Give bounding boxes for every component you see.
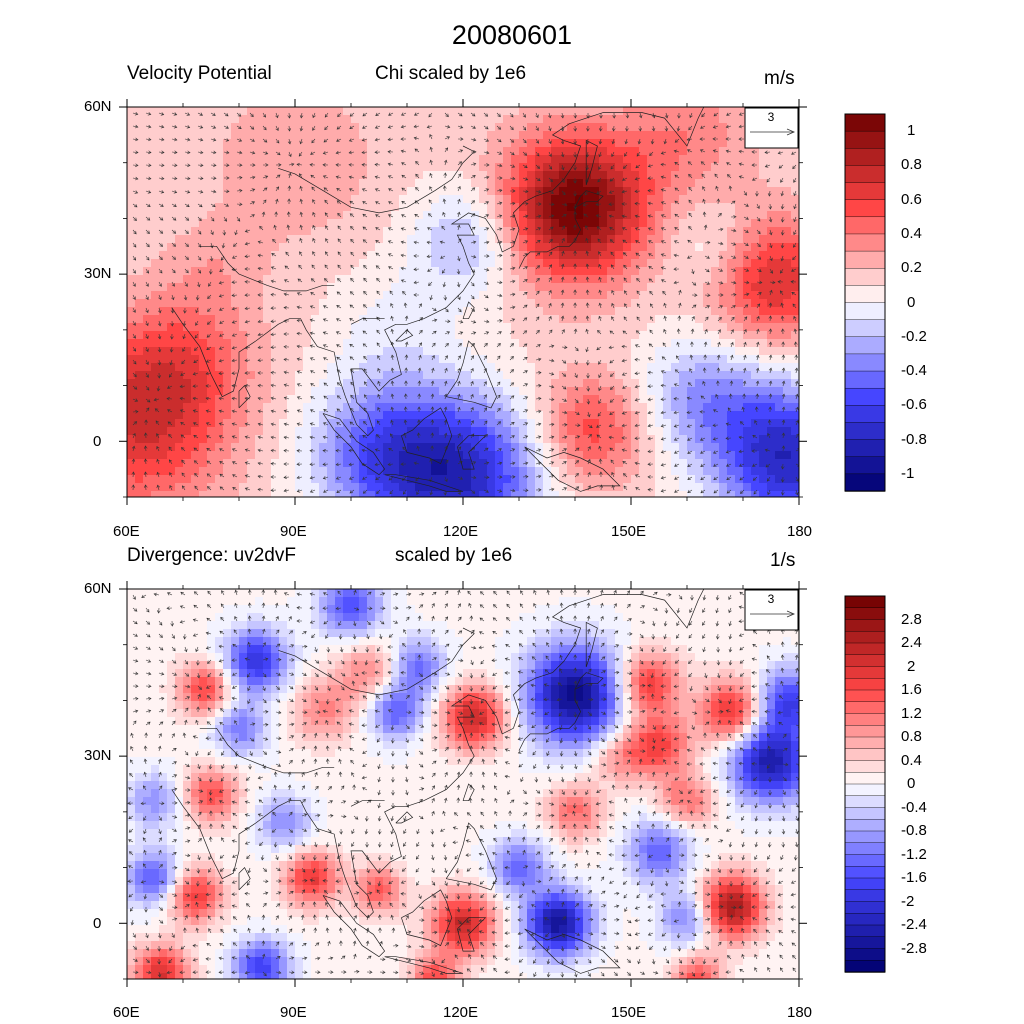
colorbar-label: -0.4 <box>901 362 927 380</box>
colorbar-label: 0.2 <box>901 259 922 277</box>
colorbar-label: 0 <box>907 293 916 311</box>
panel1-lon-label-150e: 150E <box>611 523 647 540</box>
panel1-lon-label-60e: 60E <box>113 523 140 540</box>
colorbar-label: 0.6 <box>901 190 922 208</box>
panel1-ticks <box>119 99 807 505</box>
panel2-colorbar <box>844 595 886 973</box>
colorbar-label: -0.6 <box>901 396 927 414</box>
panel1-lat-label-60n: 60N <box>84 98 112 115</box>
panel2-units: 1/s <box>770 550 796 571</box>
panel2-reference-vector: 3 <box>744 589 799 631</box>
colorbar-label: -1.6 <box>901 869 927 886</box>
panel2-lat-label-30n: 30N <box>84 747 112 764</box>
colorbar-label: -2.4 <box>901 916 927 933</box>
panel2-lon-label-90e: 90E <box>280 1004 307 1021</box>
panel1-units: m/s <box>764 68 795 89</box>
colorbar-label: -1.2 <box>901 845 927 863</box>
panel1-left-title: Velocity Potential <box>127 63 272 84</box>
panel1-wind-vectors <box>131 111 799 496</box>
panel2-lon-label-180: 180 <box>787 1004 813 1021</box>
panel1-lon-label-180: 180 <box>787 523 813 540</box>
panel1-colorbar <box>844 113 886 492</box>
panel1-lon-label-120e: 120E <box>443 523 479 540</box>
colorbar-label: -2 <box>901 892 915 910</box>
panel1-center-title: Chi scaled by 1e6 <box>375 63 527 84</box>
colorbar-label: -0.8 <box>901 822 927 839</box>
colorbar-label: 0.8 <box>901 156 922 174</box>
panel1-ref-label: 3 <box>768 110 775 124</box>
panel1-lat-label-0: 0 <box>93 433 102 450</box>
panel2-ticks <box>119 581 807 987</box>
colorbar-label: 0.4 <box>901 751 922 769</box>
colorbar-label: -0.2 <box>901 327 927 345</box>
panel2-wind-vectors <box>127 589 799 978</box>
colorbar-label: 2 <box>907 657 916 675</box>
colorbar-label: 1.2 <box>901 704 922 722</box>
panel1-lat-label-30n: 30N <box>84 265 112 282</box>
panel2-coastlines <box>171 589 705 974</box>
colorbar-label: 2.8 <box>901 610 922 628</box>
panel2-lon-label-150e: 150E <box>611 1004 647 1021</box>
panel2-center-title: scaled by 1e6 <box>395 545 513 566</box>
colorbar-label: 0.4 <box>901 224 922 242</box>
colorbar-label: -0.4 <box>901 798 927 816</box>
panel2-lon-label-60e: 60E <box>113 1004 140 1021</box>
panel2-ref-label: 3 <box>768 592 775 606</box>
panel2-lat-label-0: 0 <box>93 915 102 932</box>
figure-title: 20080601 <box>451 20 573 50</box>
panel2-lat-label-60n: 60N <box>84 580 112 597</box>
panel1-lon-label-90e: 90E <box>280 523 307 540</box>
panel2-left-title: Divergence: uv2dvF <box>127 545 296 566</box>
colorbar-label: 0.8 <box>901 728 922 745</box>
colorbar-label: -0.8 <box>901 430 927 448</box>
panel2-lon-label-120e: 120E <box>443 1004 479 1021</box>
colorbar-label: 1.6 <box>901 681 922 698</box>
panel1-reference-vector: 3 <box>744 107 799 149</box>
colorbar-label: 0 <box>907 775 916 792</box>
colorbar-label: 2.4 <box>901 634 922 651</box>
colorbar-label: -1 <box>901 464 915 482</box>
colorbar-label: 1 <box>907 122 916 140</box>
panel1-coastlines <box>171 107 705 492</box>
colorbar-label: -2.8 <box>901 939 927 957</box>
